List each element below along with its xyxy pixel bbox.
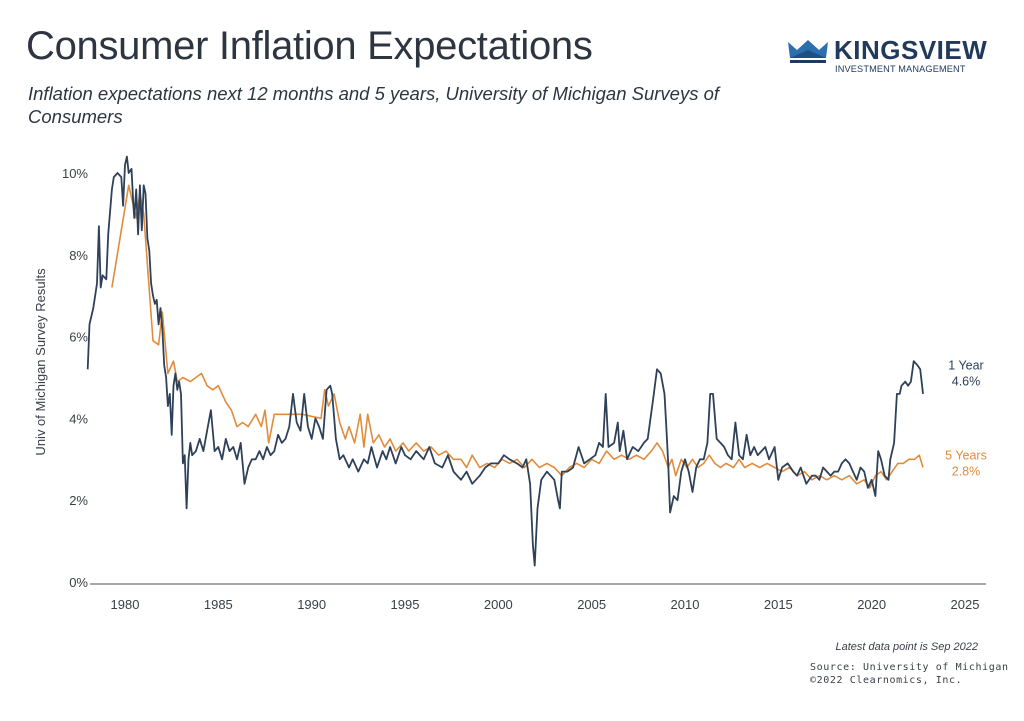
y-tick-label: 6% [69,330,88,345]
end-value-1-year: 4.6% [952,375,981,389]
y-axis-label: Univ of Michigan Survey Results [33,268,48,456]
chart-subtitle: Inflation expectations next 12 months an… [28,83,720,127]
chart-title: Consumer Inflation Expectations [26,24,593,68]
series-layer [86,155,924,567]
x-tick-label: 1995 [391,597,420,612]
x-tick-label: 2015 [764,597,793,612]
y-axis-ticks: 0% 2% 4% 6% 8% 10% [62,166,88,590]
source-line: Source: University of Michigan [810,662,1009,673]
x-tick-label: 2010 [671,597,700,612]
end-labels: 1 Year 4.6% 5 Years 2.8% [945,358,987,478]
logo-tagline: INVESTMENT MANAGEMENT [835,64,966,74]
x-tick-label: 1980 [111,597,140,612]
series-line-5-years [111,184,924,489]
copyright-line: ©2022 Clearnomics, Inc. [810,674,963,686]
x-tick-label: 2000 [484,597,513,612]
crown-icon [788,40,828,63]
x-tick-label: 2020 [857,597,886,612]
end-value-5-years: 2.8% [952,465,981,479]
x-axis-ticks: 1980 1985 1990 1995 2000 2005 2010 2015 2020 2025 [111,597,980,612]
y-tick-label: 2% [69,493,88,508]
logo-name: KINGSVIEW [834,35,988,65]
y-tick-label: 10% [62,166,88,181]
end-label-5-years: 5 Years [945,448,987,462]
y-tick-label: 4% [69,411,88,426]
series-line-1-year [86,155,924,567]
source-credit: Source: University of Michigan ©2022 Cle… [810,662,1009,687]
x-tick-label: 1985 [204,597,233,612]
latest-data-note: Latest data point is Sep 2022 [835,641,979,653]
x-tick-label: 2005 [577,597,606,612]
x-tick-label: 1990 [297,597,326,612]
y-tick-label: 8% [69,248,88,263]
kingsview-logo: KINGSVIEW INVESTMENT MANAGEMENT [786,35,988,80]
end-label-1-year: 1 Year [948,358,983,372]
y-tick-label: 0% [69,575,88,590]
x-tick-label: 2025 [951,597,980,612]
